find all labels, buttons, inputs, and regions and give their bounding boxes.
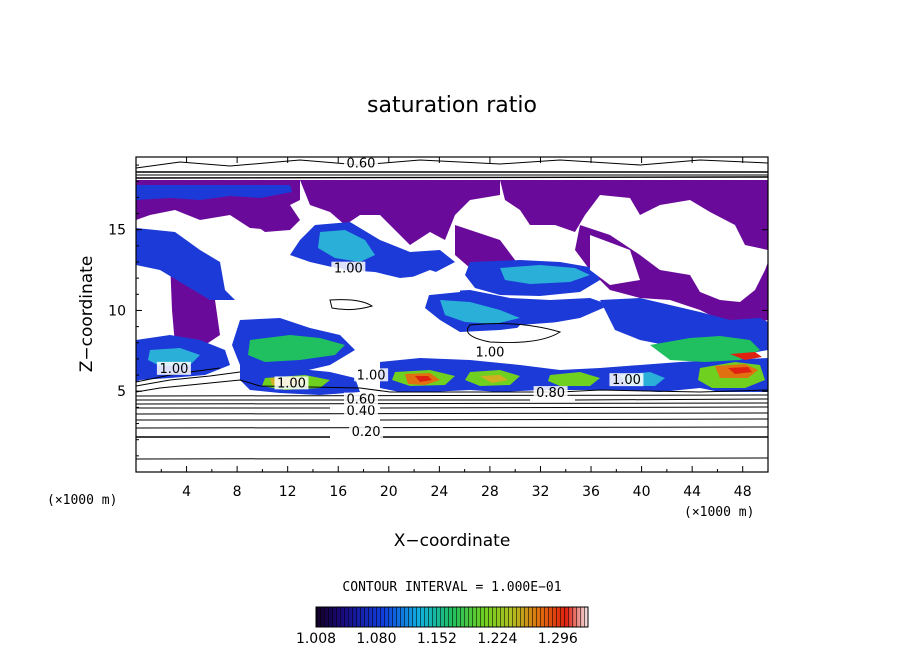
plot-area: 0.200.400.60 0.801.001.001.001.001.001.00…	[136, 157, 768, 472]
contour-label: 0.40	[347, 404, 376, 419]
colorbar-tick-label: 1.224	[477, 631, 517, 647]
contour-label: 1.00	[612, 373, 641, 388]
colorbar-ticks: 1.008 1.080 1.152 1.224 1.296	[296, 631, 578, 647]
x-tick-label: 32	[532, 484, 550, 500]
contour-label-bg	[349, 424, 384, 438]
contour-label: 0.20	[352, 425, 381, 440]
contour-label-bg	[343, 157, 378, 170]
contour-label: 1.00	[334, 262, 363, 277]
contour-label-bg	[609, 373, 644, 387]
x-tick-label: 12	[279, 484, 297, 500]
chart-title: saturation ratio	[367, 93, 537, 118]
contour-label-bg	[331, 261, 366, 275]
colorbar-tick-label: 1.008	[296, 631, 336, 647]
colorbar-tick-label: 1.296	[538, 631, 578, 647]
contour-interval-text: CONTOUR INTERVAL = 1.000E−01	[342, 580, 561, 595]
x-tick-label: 24	[430, 484, 448, 500]
x-tick-label: 8	[233, 484, 242, 500]
colorbar: 1.008 1.080 1.152 1.224 1.296	[296, 606, 589, 647]
x-axis-label: X−coordinate	[394, 531, 511, 551]
contour-lines	[136, 159, 768, 460]
y-tick-label: 5	[117, 384, 126, 400]
contour-label: 0.80	[536, 386, 565, 401]
contour-label-bg	[354, 368, 389, 382]
x-tick-label: 40	[633, 484, 651, 500]
x-axis: 4 8 12 16 20 24 28 32 36 40 44 48	[160, 157, 752, 500]
colorbar-tick-label: 1.080	[356, 631, 396, 647]
y-tick-label: 15	[108, 223, 126, 239]
contour-label-bg	[343, 392, 378, 406]
y-tick-label: 10	[108, 303, 126, 319]
x-tick-label: 48	[734, 484, 752, 500]
x-unit-right: (×1000 m)	[684, 505, 754, 520]
x-tick-label: 44	[683, 484, 701, 500]
contour-label: 1.00	[159, 362, 188, 377]
contour-label-bg	[343, 403, 378, 417]
x-tick-label: 28	[481, 484, 499, 500]
contour-label: 0.60	[347, 393, 376, 408]
contour-label-bg	[156, 361, 191, 375]
colorbar-tick-label: 1.152	[417, 631, 457, 647]
x-tick-label: 16	[329, 484, 347, 500]
contour-label-bg	[472, 345, 507, 359]
y-axis-label: Z−coordinate	[77, 256, 97, 373]
contour-label: 1.00	[277, 376, 306, 391]
contour-label-bg	[274, 376, 309, 390]
contour-label-bg	[533, 386, 568, 400]
clear-air-region	[220, 235, 640, 348]
contour-label: 1.00	[357, 368, 386, 383]
x-tick-label: 20	[380, 484, 398, 500]
contour-labels: 0.200.400.60 0.801.001.001.001.001.001.00…	[156, 157, 644, 440]
x-unit-left: (×1000 m)	[47, 493, 117, 508]
contour-label: 0.60	[347, 157, 376, 172]
plot-frame	[135, 156, 769, 473]
x-tick-label: 4	[182, 484, 191, 500]
x-tick-label: 36	[582, 484, 600, 500]
contour-label: 1.00	[475, 346, 504, 361]
y-axis: 5 10 15	[108, 164, 768, 457]
